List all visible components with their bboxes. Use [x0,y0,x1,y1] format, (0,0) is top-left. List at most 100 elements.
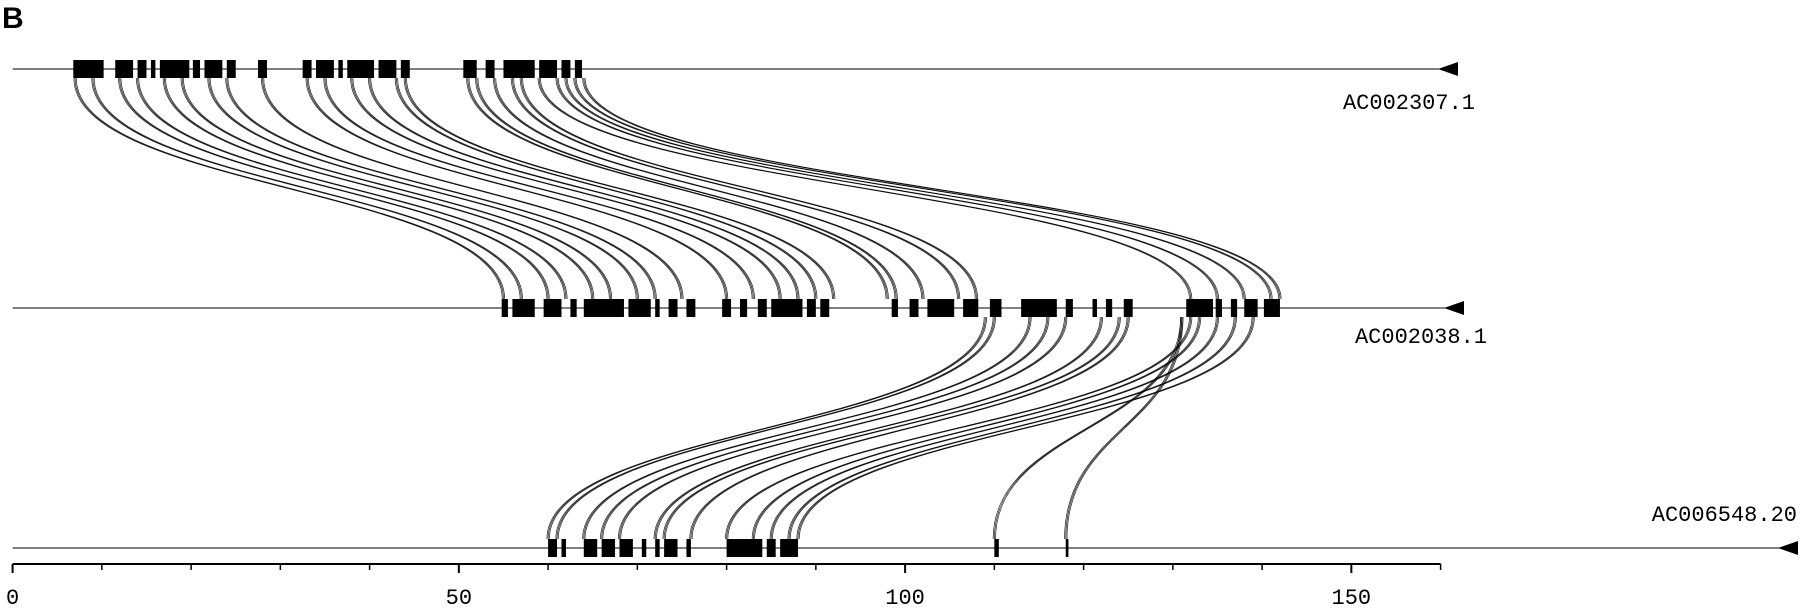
link-curve [555,77,1217,300]
link-curve [370,77,800,300]
link-curve [1066,316,1184,540]
link-curve [769,316,1217,540]
block [79,60,104,78]
link-curve [162,77,592,300]
link-curve [548,316,988,540]
link-curve [662,316,1119,540]
block [1215,299,1222,317]
link-curve [394,77,816,300]
block [400,60,410,78]
block [1105,299,1113,317]
link-curve [584,316,1032,540]
block [1186,299,1214,317]
link-curve [617,316,1065,540]
link-curve [350,77,780,300]
block [686,539,691,557]
link-curve [368,77,798,300]
link-curve [397,77,818,300]
link-curve [557,316,996,540]
block [619,539,633,557]
link-curve [325,77,755,300]
block [574,60,583,78]
block [655,539,660,557]
link-curve [537,77,1190,300]
block [780,539,798,557]
link-curve [602,316,1050,540]
link-curve [555,316,994,540]
track-arrow [1444,301,1464,315]
link-curve [477,77,898,300]
block [503,60,535,78]
block [927,299,955,317]
block [159,60,190,78]
tracks: AC002307.1 AC002038.1 AC006548.20 [12,60,1798,557]
link-curve [207,77,637,300]
link-curve [227,77,657,300]
link-curve [406,77,836,300]
block [347,60,375,78]
block [686,299,696,317]
tick-label: 50 [446,586,472,611]
link-curve [519,77,976,300]
link-curve [118,77,548,300]
block [757,299,767,317]
block [485,60,495,78]
block [994,539,999,557]
links [73,77,1282,540]
link-curve [225,77,655,300]
block [137,60,147,78]
link-curve [539,77,1193,300]
block [601,539,616,557]
link-curve [403,77,833,300]
axis: 0 50 100 150 [6,563,1442,611]
link-curve [992,316,1181,540]
link-curve [689,316,1128,540]
block [302,60,312,78]
block [561,539,566,557]
block [463,60,477,78]
tick-label: 0 [6,586,19,611]
link-curve [995,316,1184,540]
link-curve [993,316,1183,540]
block [628,299,651,317]
block [891,299,898,317]
block [548,539,558,557]
track-name: AC002038.1 [1355,325,1487,350]
link-curve [656,316,1104,540]
link-curve [727,316,1193,540]
block [378,60,397,78]
link-curve [600,316,1048,540]
block [668,299,678,317]
link-curve [305,77,726,300]
block [820,299,830,317]
link-curve [93,77,523,300]
link-curve [263,77,684,300]
block [539,60,558,78]
link-curve [582,77,1280,300]
block [501,299,508,317]
tick-label: 100 [885,586,925,611]
link-curve [691,316,1130,540]
block [150,60,156,78]
block [338,60,343,78]
link-curve [573,77,1271,300]
link-curve [352,77,782,300]
link-curve [664,316,1121,540]
block [583,299,624,317]
link-curve [513,77,961,300]
link-curve [546,316,985,540]
link-curve [475,77,896,300]
block [1244,299,1258,317]
tick-label: 150 [1332,586,1372,611]
block [766,539,776,557]
link-curve [522,77,979,300]
block [115,60,134,78]
link-curve [180,77,610,300]
block [1065,299,1073,317]
link-curve [564,77,1244,300]
link-curve [73,77,503,300]
block [226,60,236,78]
block [1021,299,1057,317]
link-curve [1065,316,1183,540]
